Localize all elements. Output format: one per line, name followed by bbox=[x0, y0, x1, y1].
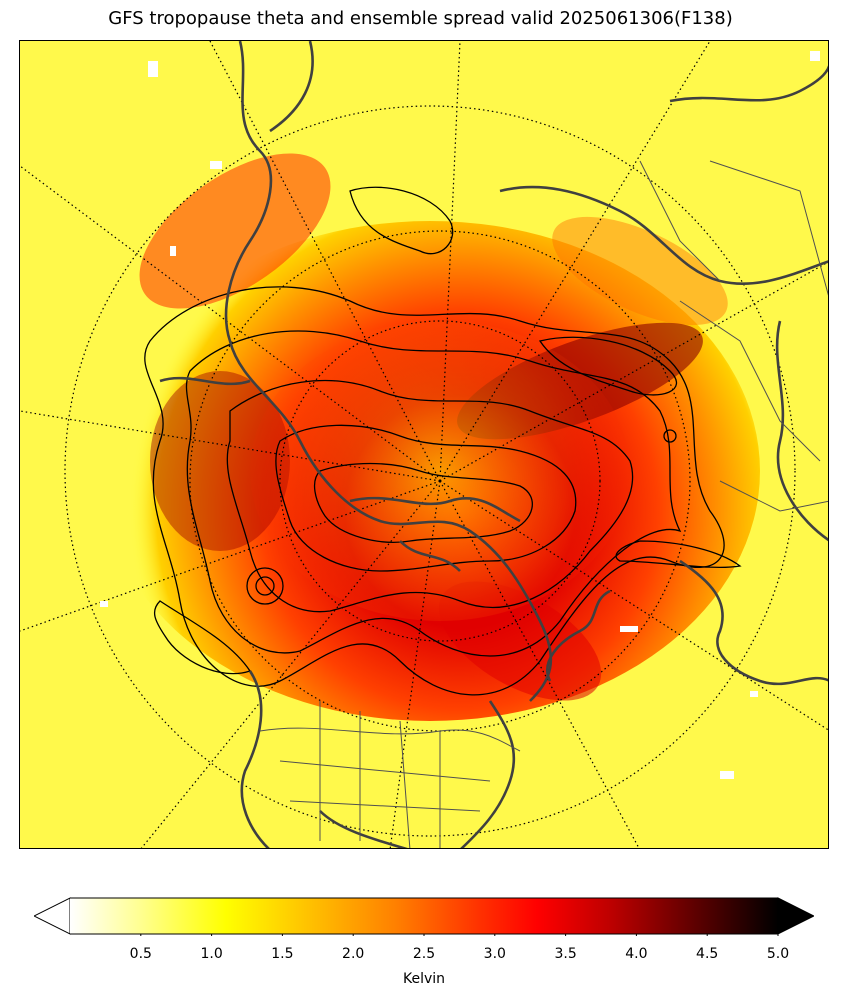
speck bbox=[100, 601, 108, 607]
colorbar-gradient bbox=[70, 898, 778, 934]
coastline bbox=[399, 540, 461, 572]
coastline bbox=[460, 700, 516, 848]
meridian-line bbox=[209, 41, 441, 482]
colorbar-tick-label: 3.5 bbox=[554, 946, 577, 962]
coastline bbox=[224, 41, 553, 702]
border-line bbox=[709, 160, 828, 296]
colorbar-tick-label: 2.0 bbox=[342, 946, 365, 962]
latitude-circle bbox=[279, 320, 601, 642]
theta-contours bbox=[144, 186, 742, 696]
speck bbox=[620, 626, 638, 632]
theta-contour bbox=[246, 567, 284, 605]
colorbar-extend-low bbox=[34, 897, 71, 935]
coastline bbox=[159, 376, 251, 386]
coastline bbox=[269, 41, 314, 133]
border-line bbox=[679, 300, 821, 462]
theta-contour bbox=[349, 186, 454, 255]
map-canvas bbox=[20, 41, 828, 848]
colorbar-tick-label: 1.5 bbox=[271, 946, 294, 962]
page-title: GFS tropopause theta and ensemble spread… bbox=[108, 8, 733, 29]
speck bbox=[148, 61, 158, 77]
theta-contour bbox=[153, 600, 252, 675]
colorbar-tick-label: 1.0 bbox=[200, 946, 223, 962]
colorbar bbox=[34, 897, 814, 936]
border-line bbox=[399, 720, 411, 848]
colorbar-extend-high bbox=[777, 897, 814, 935]
coastlines bbox=[159, 41, 828, 848]
theta-contour bbox=[615, 540, 742, 569]
colorbar-tick-label: 3.0 bbox=[483, 946, 506, 962]
coastline bbox=[319, 810, 408, 848]
theta-contour bbox=[538, 336, 678, 396]
theta-contour bbox=[226, 380, 634, 613]
graticule bbox=[20, 41, 828, 848]
borders bbox=[259, 160, 828, 848]
low-spread-specks bbox=[100, 51, 820, 779]
colorbar-ticks bbox=[140, 934, 779, 936]
border-line bbox=[289, 800, 481, 812]
colorbar-tick-label: 4.5 bbox=[696, 946, 719, 962]
coastline bbox=[240, 670, 270, 848]
border-line bbox=[639, 160, 721, 282]
speck bbox=[750, 691, 758, 697]
border-line bbox=[719, 480, 828, 512]
meridian-line bbox=[439, 41, 711, 482]
theta-contour bbox=[313, 462, 533, 543]
speck bbox=[210, 161, 222, 169]
coastline bbox=[499, 185, 828, 286]
theta-contour bbox=[663, 429, 677, 443]
border-line bbox=[279, 760, 491, 782]
map-panel bbox=[19, 40, 829, 849]
theta-contour bbox=[144, 286, 725, 696]
spread-patch-west bbox=[139, 153, 331, 309]
latitude-circle bbox=[64, 105, 796, 837]
colorbar-tick-label: 4.0 bbox=[625, 946, 648, 962]
coastline bbox=[349, 496, 521, 523]
meridian-line bbox=[439, 41, 461, 482]
coastline bbox=[546, 589, 611, 682]
meridian-line bbox=[140, 480, 441, 848]
colorbar-tick-label: 0.5 bbox=[129, 946, 152, 962]
colorbar-tick-label: 5.0 bbox=[766, 946, 790, 962]
meridian-line bbox=[20, 165, 441, 482]
colorbar-tick-label: 2.5 bbox=[412, 946, 436, 962]
speck bbox=[810, 51, 820, 61]
coastline bbox=[775, 320, 828, 542]
border-line bbox=[259, 727, 521, 752]
spread-patch-north bbox=[552, 216, 728, 326]
meridian-line bbox=[439, 480, 828, 731]
theta-contour bbox=[275, 424, 577, 572]
theta-contour bbox=[185, 330, 682, 657]
colorbar-label: Kelvin bbox=[402, 971, 446, 987]
speck bbox=[170, 246, 176, 256]
coastline bbox=[669, 65, 828, 103]
coastline bbox=[679, 559, 828, 686]
speck bbox=[720, 771, 734, 779]
theta-contour bbox=[255, 576, 275, 596]
meridian-line bbox=[20, 410, 441, 482]
spread-patch-pacific bbox=[150, 371, 290, 551]
